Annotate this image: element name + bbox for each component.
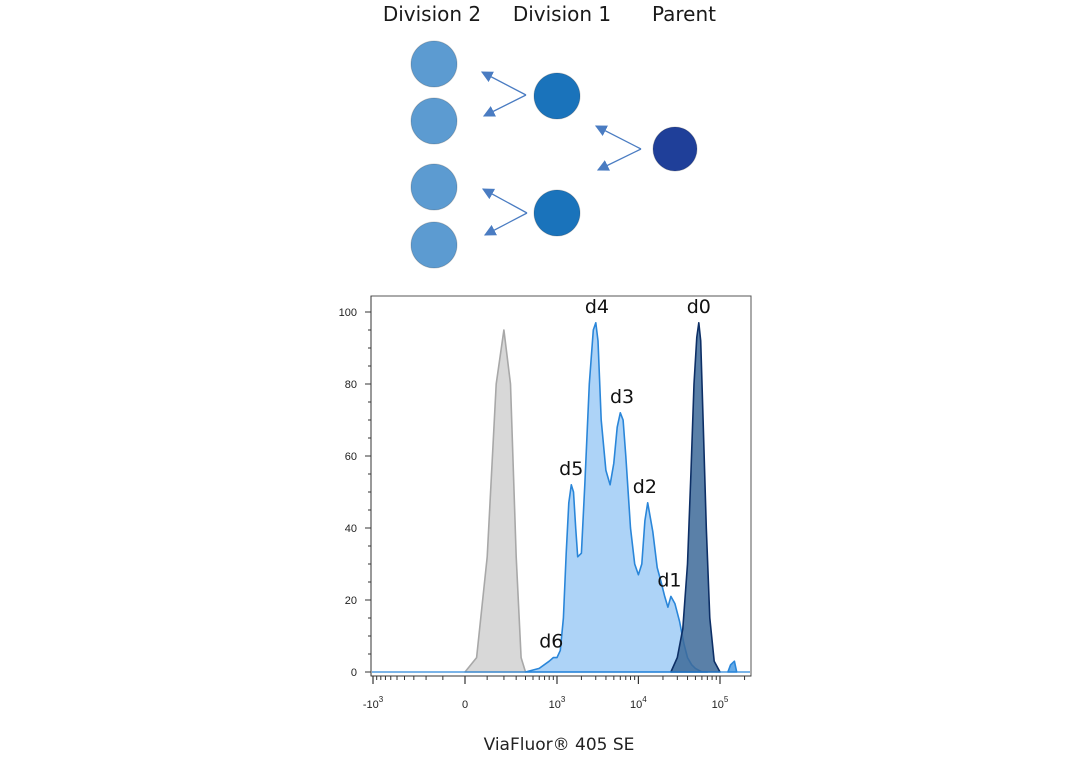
division-arrow (481, 188, 528, 214)
peak-label-d5: d5 (559, 458, 583, 480)
y-tick-label: 20 (345, 595, 357, 607)
peak-label-d3: d3 (610, 386, 634, 408)
y-tick-label: 40 (345, 523, 357, 535)
series-unstained (464, 329, 527, 673)
division-diagram: Division 2 Division 1 Parent (383, 2, 716, 269)
division-arrow (480, 71, 527, 96)
histogram-chart: 0 20 40 60 80 100 -103 0 103 104 105 d0 d1 d2 d3 d4 d5… (339, 295, 752, 755)
division-arrow (594, 125, 642, 150)
y-tick-label: 80 (345, 379, 357, 391)
cell-d2-1 (410, 40, 458, 88)
x-tick-label: 0 (462, 699, 468, 711)
x-tick-label: -103 (363, 695, 384, 711)
peak-label-d2: d2 (633, 476, 657, 498)
y-axis: 0 20 40 60 80 100 (339, 296, 372, 679)
y-tick-label: 60 (345, 451, 357, 463)
y-tick-label: 100 (339, 307, 357, 319)
cell-d1-bottom (533, 189, 581, 237)
x-axis: -103 0 103 104 105 (363, 675, 751, 711)
division-arrow (483, 212, 528, 236)
cell-d1-top (533, 72, 581, 120)
peak-label-d6: d6 (539, 631, 563, 653)
peak-label-d0: d0 (687, 296, 711, 318)
peak-label-d1: d1 (657, 569, 681, 591)
header-parent: Parent (652, 2, 716, 26)
division-arrow (596, 148, 642, 171)
x-tick-label: 103 (549, 695, 566, 711)
division-arrows (480, 71, 642, 236)
series-layer (372, 322, 750, 673)
x-tick-label: 105 (712, 695, 729, 711)
division-cells (410, 40, 698, 269)
y-tick-label: 0 (351, 667, 357, 679)
cell-parent (652, 126, 698, 172)
cell-d2-2 (410, 97, 458, 145)
division-arrow (482, 94, 527, 117)
x-axis-label: ViaFluor® 405 SE (484, 735, 635, 755)
series-proliferated (524, 322, 709, 673)
cell-d2-4 (410, 221, 458, 269)
header-division-2: Division 2 (383, 2, 481, 26)
peak-labels: d0 d1 d2 d3 d4 d5 d6 (539, 296, 711, 653)
series-parent (670, 322, 721, 673)
cell-d2-3 (410, 163, 458, 211)
x-tick-label: 104 (630, 695, 647, 711)
header-division-1: Division 1 (513, 2, 611, 26)
peak-label-d4: d4 (585, 296, 609, 318)
